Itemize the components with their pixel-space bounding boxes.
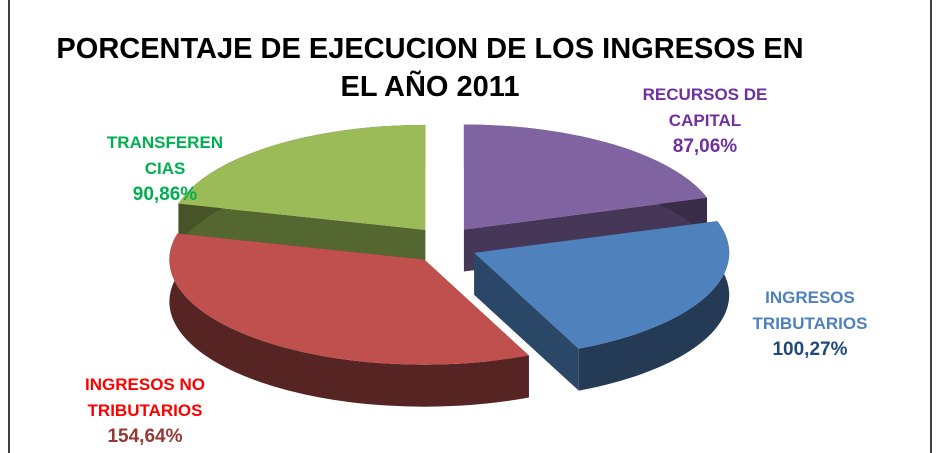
slice bbox=[463, 124, 707, 230]
chart-title: PORCENTAJE DE EJECUCION DE LOS INGRESOS … bbox=[56, 33, 804, 103]
value-label: 154,64% bbox=[107, 426, 183, 447]
value-label: 90,86% bbox=[132, 184, 198, 205]
slice-wall bbox=[169, 233, 529, 407]
category-label: INGRESOS NO TRIBUTARIOS bbox=[85, 375, 205, 420]
data-label: RECURSOS DE CAPITAL 87,06% bbox=[630, 82, 780, 160]
slice bbox=[474, 221, 730, 349]
slice-wall bbox=[578, 221, 730, 391]
frame bbox=[8, 0, 932, 453]
category-label: INGRESOS TRIBUTARIOS bbox=[752, 288, 868, 333]
data-label: INGRESOS NO TRIBUTARIOS 154,64% bbox=[50, 372, 240, 450]
slice-side bbox=[474, 252, 579, 391]
value-label: 87,06% bbox=[672, 136, 738, 157]
data-label: INGRESOS TRIBUTARIOS 100,27% bbox=[735, 285, 885, 363]
category-label: RECURSOS DE CAPITAL bbox=[642, 85, 768, 130]
slice bbox=[178, 124, 426, 230]
data-label: TRANSFERENCIAS 90,86% bbox=[80, 130, 250, 208]
slice bbox=[169, 233, 529, 365]
category-label: TRANSFERENCIAS bbox=[106, 133, 224, 178]
value-label: 100,27% bbox=[772, 339, 848, 360]
